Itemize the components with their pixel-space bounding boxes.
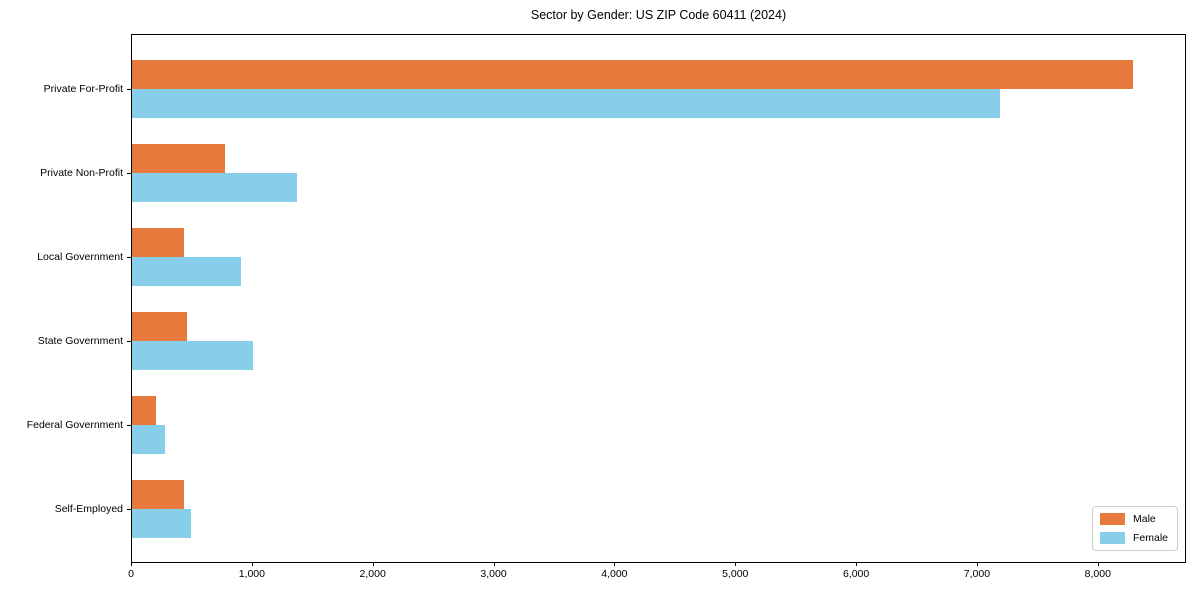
x-tick-label: 5,000 xyxy=(722,568,749,580)
y-tick-mark xyxy=(127,341,131,342)
x-tick-label: 4,000 xyxy=(601,568,628,580)
legend-item-female: Female xyxy=(1099,532,1168,544)
legend-swatch-female xyxy=(1099,532,1125,544)
legend: Male Female xyxy=(1091,506,1178,551)
y-tick-label: Local Government xyxy=(37,251,123,263)
male-bar xyxy=(132,396,157,425)
y-tick-mark xyxy=(127,257,131,258)
x-tick-label: 3,000 xyxy=(480,568,507,580)
y-tick-label: Private For-Profit xyxy=(43,83,123,95)
x-tick-mark xyxy=(735,562,737,566)
bar-row: Private Non-Profit xyxy=(40,131,1185,215)
y-tick-label: State Government xyxy=(37,335,123,347)
legend-swatch-male xyxy=(1099,513,1125,525)
bar-row: Private For-Profit xyxy=(44,47,1185,131)
x-tick-mark xyxy=(493,562,495,566)
x-tick-mark xyxy=(372,562,374,566)
male-bar xyxy=(132,144,225,173)
bar-rows: Private For-Profit Private Non-Profit Loca… xyxy=(27,35,1185,562)
x-tick-mark xyxy=(976,562,978,566)
bar-row: Local Government xyxy=(37,215,1185,299)
female-bar xyxy=(132,257,241,286)
plot-area: Private For-Profit Private Non-Profit Loca… xyxy=(27,34,1186,580)
male-bar xyxy=(132,60,1134,89)
bar-row: State Government xyxy=(38,299,1185,383)
x-tick-mark xyxy=(251,562,253,566)
female-bar xyxy=(132,89,1001,118)
y-tick-label: Federal Government xyxy=(26,419,123,431)
x-tick-mark xyxy=(1097,562,1099,566)
x-tick-label: 7,000 xyxy=(963,568,991,580)
male-bar xyxy=(132,312,188,341)
legend-label: Male xyxy=(1132,513,1156,525)
x-tick-label: 1,000 xyxy=(238,568,265,580)
male-bar xyxy=(132,228,184,257)
legend-label: Female xyxy=(1132,532,1168,544)
chart-title: Sector by Gender: US ZIP Code 60411 (202… xyxy=(530,8,787,22)
female-bar xyxy=(132,341,253,370)
y-tick-label: Self-Employed xyxy=(54,503,123,515)
x-tick-label: 8,000 xyxy=(1084,568,1111,580)
x-tick-mark xyxy=(614,562,616,566)
x-tick-label: 2,000 xyxy=(359,568,386,580)
female-bar xyxy=(132,173,298,202)
bar-row: Federal Government xyxy=(27,383,1185,467)
legend-item-male: Male xyxy=(1099,513,1168,525)
y-tick-mark xyxy=(127,89,131,90)
y-tick-mark xyxy=(127,425,131,426)
x-tick-mark xyxy=(856,562,858,566)
y-tick-mark xyxy=(127,509,131,510)
x-axis: 0 1,000 2,000 3,000 4,000 5,000 6,000 7,000 8,00… xyxy=(128,562,1186,586)
bar-row: Self-Employed xyxy=(55,467,1185,551)
female-bar xyxy=(132,425,165,454)
female-bar xyxy=(132,509,192,538)
x-tick-label: 6,000 xyxy=(842,568,870,580)
y-tick-label: Private Non-Profit xyxy=(40,167,123,179)
x-tick-mark xyxy=(131,562,132,566)
y-tick-mark xyxy=(127,173,131,174)
x-tick-label: 0 xyxy=(128,568,134,580)
male-bar xyxy=(132,480,184,509)
